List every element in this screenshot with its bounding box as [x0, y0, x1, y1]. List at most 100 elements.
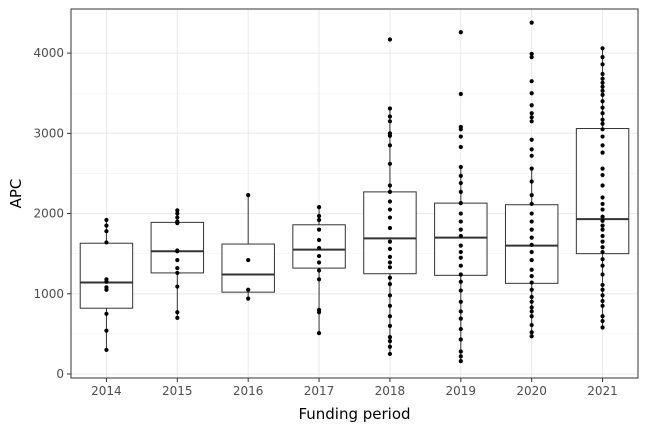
y-tick-label: 4000: [33, 46, 64, 60]
data-point-2018: [387, 183, 393, 188]
data-point-2018: [387, 199, 393, 204]
data-point-2015: [175, 249, 180, 254]
data-point-2020: [529, 193, 534, 198]
data-point-2020: [529, 235, 534, 240]
data-point-2019: [458, 164, 463, 170]
data-point-2021: [600, 143, 605, 148]
data-point-2015: [175, 257, 180, 263]
data-point-2016: [246, 287, 251, 292]
data-point-2018: [387, 344, 393, 349]
data-point-2015: [175, 215, 180, 220]
x-tick-label: 2014: [91, 384, 122, 398]
data-point-2021: [600, 318, 605, 324]
data-point-2021: [600, 111, 605, 116]
data-point-2018: [387, 265, 393, 270]
data-point-2020: [529, 267, 534, 272]
data-point-2021: [600, 298, 605, 304]
data-point-2018: [387, 114, 393, 119]
data-point-2021: [600, 117, 605, 122]
data-point-2021: [600, 227, 605, 232]
data-point-2020: [529, 287, 534, 292]
data-point-2019: [458, 288, 463, 293]
data-point-2020: [529, 153, 534, 158]
data-point-2020: [529, 309, 534, 314]
data-point-2020: [529, 314, 534, 319]
data-point-2019: [458, 255, 463, 260]
data-point-2015: [175, 270, 180, 276]
data-point-2018: [387, 339, 393, 344]
x-tick-label: 2018: [375, 384, 406, 398]
data-point-2014: [104, 311, 109, 316]
data-point-2019: [458, 173, 463, 178]
box-2019: [434, 167, 488, 362]
box-iqr: [79, 242, 134, 309]
y-tick-label: 3000: [33, 126, 64, 140]
data-point-2020: [529, 211, 534, 216]
data-point-2014: [104, 240, 109, 245]
data-point-2020: [529, 20, 534, 25]
data-point-2015: [175, 315, 180, 320]
data-point-2021: [600, 201, 605, 207]
box-iqr: [363, 191, 417, 275]
data-point-2021: [600, 239, 605, 244]
data-point-2019: [458, 227, 463, 232]
data-point-2020: [529, 227, 534, 232]
x-tick-label: 2016: [233, 384, 264, 398]
data-point-2020: [529, 91, 534, 96]
data-point-2020: [529, 115, 534, 120]
box-iqr: [150, 221, 205, 274]
data-point-2021: [600, 76, 605, 81]
x-tick-label: 2019: [446, 384, 477, 398]
data-point-2019: [458, 263, 463, 268]
data-point-2020: [529, 242, 534, 247]
data-point-2019: [458, 189, 463, 194]
data-point-2018: [387, 260, 393, 265]
data-point-2017: [316, 205, 322, 210]
data-point-2021: [600, 46, 605, 51]
data-point-2019: [458, 249, 463, 255]
data-point-2019: [458, 326, 463, 332]
data-point-2019: [458, 349, 463, 354]
data-point-2020: [529, 119, 534, 124]
data-point-2015: [175, 284, 180, 289]
data-point-2016: [246, 193, 251, 198]
data-point-2020: [529, 257, 534, 263]
data-point-2019: [458, 233, 463, 239]
box-layer: [79, 48, 630, 362]
data-point-2019: [458, 211, 463, 216]
box-2016: [221, 195, 275, 299]
data-point-2014: [104, 287, 109, 292]
data-point-2018: [387, 119, 393, 124]
data-point-2017: [316, 277, 322, 282]
box-2014: [79, 219, 134, 350]
data-point-2021: [600, 233, 605, 239]
data-point-2019: [458, 91, 463, 97]
data-point-2018: [387, 254, 393, 259]
data-point-2015: [175, 221, 180, 226]
box-iqr: [434, 202, 488, 276]
data-point-2021: [600, 223, 605, 228]
data-point-2018: [387, 143, 393, 148]
data-point-2017: [316, 310, 322, 315]
data-point-2021: [600, 71, 605, 77]
data-point-2020: [529, 166, 534, 171]
data-point-2014: [104, 223, 109, 228]
data-point-2019: [458, 299, 463, 304]
y-axis: 0 1000 2000 3000 4000: [33, 46, 71, 381]
data-point-2021: [600, 121, 605, 126]
data-point-2021: [600, 287, 605, 292]
data-point-2021: [600, 214, 605, 219]
x-tick-label: 2015: [162, 384, 193, 398]
data-point-2020: [529, 55, 534, 60]
data-point-2021: [600, 80, 605, 85]
box-2018: [363, 108, 417, 354]
data-point-2020: [529, 280, 534, 285]
data-point-2018: [387, 215, 393, 220]
data-point-2019: [458, 30, 463, 35]
plot-panel-background: [71, 9, 638, 378]
data-point-2020: [529, 79, 534, 84]
data-point-2018: [387, 314, 393, 319]
data-point-2020: [529, 137, 534, 142]
data-point-2019: [458, 201, 463, 206]
